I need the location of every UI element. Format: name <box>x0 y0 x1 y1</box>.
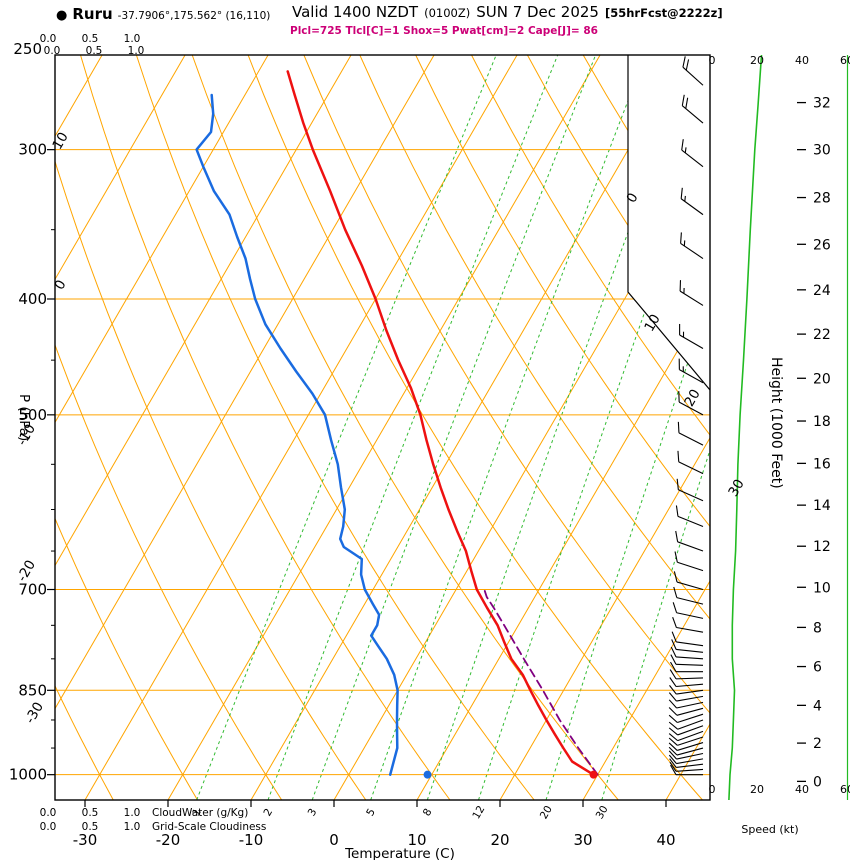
svg-text:5: 5 <box>364 807 378 819</box>
svg-text:6: 6 <box>813 660 822 676</box>
svg-text:0: 0 <box>813 774 822 790</box>
svg-text:250: 250 <box>13 40 42 58</box>
svg-text:24: 24 <box>813 283 831 299</box>
surface-temp-dot <box>589 770 598 779</box>
svg-text:1.0: 1.0 <box>124 807 141 819</box>
svg-text:1.0: 1.0 <box>124 33 141 45</box>
svg-text:20: 20 <box>750 783 764 796</box>
svg-text:-10: -10 <box>239 831 264 849</box>
svg-text:0: 0 <box>709 54 716 67</box>
svg-text:10: 10 <box>49 130 71 153</box>
svg-text:32: 32 <box>813 96 831 112</box>
dewpoint-curve <box>195 93 399 776</box>
temperature-curve <box>286 70 595 776</box>
svg-text:0.5: 0.5 <box>82 807 99 819</box>
svg-text:-20: -20 <box>156 831 181 849</box>
svg-text:40: 40 <box>795 783 809 796</box>
svg-text:300: 300 <box>18 141 47 159</box>
svg-text:1: 1 <box>190 807 204 819</box>
cloudiness-axis-title: Grid-Scale Cloudiness <box>152 821 266 833</box>
valid-time-utc: (0100Z) <box>424 6 471 20</box>
svg-text:18: 18 <box>813 414 831 430</box>
svg-text:0: 0 <box>709 783 716 796</box>
svg-text:8: 8 <box>813 620 822 636</box>
svg-text:700: 700 <box>18 581 47 599</box>
svg-text:20: 20 <box>681 387 703 410</box>
temperature-axis-title: Temperature (C) <box>344 846 455 860</box>
svg-text:4: 4 <box>813 698 822 714</box>
forecast-hour: [55hrFcst@2222z] <box>604 6 723 20</box>
parcel-path <box>483 588 599 776</box>
station-coords: -37.7906°,175.562° (16,110) <box>117 10 271 22</box>
svg-text:20: 20 <box>490 831 509 849</box>
valid-date: SUN 7 Dec 2025 <box>476 3 599 21</box>
svg-text:20: 20 <box>750 54 764 67</box>
svg-text:30: 30 <box>725 477 747 500</box>
pressure-axis-title: P (hPa) <box>16 394 32 441</box>
svg-text:10: 10 <box>641 312 663 335</box>
svg-text:3: 3 <box>306 807 320 819</box>
station-name: Ruru <box>72 5 113 23</box>
svg-text:2: 2 <box>262 807 276 819</box>
skewt-grid <box>55 55 710 800</box>
svg-text:0.5: 0.5 <box>82 33 99 45</box>
svg-text:1000: 1000 <box>9 766 47 784</box>
svg-text:20: 20 <box>813 371 831 387</box>
wind-speed-curve <box>728 54 763 801</box>
svg-text:0.0: 0.0 <box>40 821 57 833</box>
svg-text:0.5: 0.5 <box>86 45 103 57</box>
svg-text:26: 26 <box>813 237 831 253</box>
station-line: ● Ruru -37.7906°,175.562° (16,110) <box>56 5 270 23</box>
svg-text:0.0: 0.0 <box>40 807 57 819</box>
svg-text:0.5: 0.5 <box>82 821 99 833</box>
svg-text:500: 500 <box>18 406 47 424</box>
valid-time: Valid 1400 NZDT <box>292 3 419 21</box>
bullet-icon: ● <box>56 8 68 23</box>
svg-text:0: 0 <box>623 190 641 205</box>
grid-cut-boundary <box>627 55 711 391</box>
svg-text:60: 60 <box>840 54 850 67</box>
svg-text:8: 8 <box>421 807 435 819</box>
sounding-profiles <box>195 70 599 776</box>
plot-frame <box>54 54 711 801</box>
svg-text:12: 12 <box>813 539 831 555</box>
valid-time-title: Valid 1400 NZDT (0100Z) SUN 7 Dec 2025 [… <box>292 3 723 21</box>
svg-text:0.0: 0.0 <box>44 45 61 57</box>
height-axis-title: Height (1000 Feet) <box>768 357 784 489</box>
svg-text:30: 30 <box>813 143 831 159</box>
cloudwater-axis-title: CloudWater (g/Kg) <box>152 807 248 819</box>
svg-text:0: 0 <box>51 277 69 292</box>
wind-barbs <box>668 56 704 776</box>
speed-axis-title: Speed (kt) <box>741 823 798 836</box>
svg-text:1.0: 1.0 <box>124 821 141 833</box>
svg-text:20: 20 <box>538 804 555 822</box>
svg-text:30: 30 <box>573 831 592 849</box>
svg-text:12: 12 <box>470 804 487 822</box>
svg-text:28: 28 <box>813 191 831 207</box>
svg-text:60: 60 <box>840 783 850 796</box>
svg-text:400: 400 <box>18 290 47 308</box>
svg-text:10: 10 <box>407 831 426 849</box>
surface-dewpoint-dot <box>423 770 432 779</box>
svg-text:10: 10 <box>813 580 831 596</box>
stability-indices: Plcl=725 Tlcl[C]=1 Shox=5 Pwat[cm]=2 Cap… <box>290 25 598 37</box>
svg-text:40: 40 <box>656 831 675 849</box>
svg-text:22: 22 <box>813 327 831 343</box>
svg-text:0.0: 0.0 <box>40 33 57 45</box>
svg-text:40: 40 <box>795 54 809 67</box>
svg-text:14: 14 <box>813 498 831 514</box>
svg-text:-30: -30 <box>73 831 98 849</box>
svg-text:2: 2 <box>813 736 822 752</box>
svg-text:-30: -30 <box>22 699 47 726</box>
svg-text:30: 30 <box>594 804 611 822</box>
svg-text:1.0: 1.0 <box>128 45 145 57</box>
svg-text:850: 850 <box>18 681 47 699</box>
svg-text:0: 0 <box>329 831 339 849</box>
svg-text:16: 16 <box>813 456 831 472</box>
